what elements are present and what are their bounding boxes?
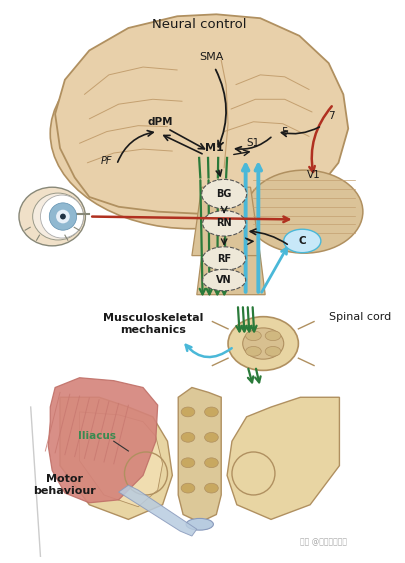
Ellipse shape — [245, 331, 261, 341]
Ellipse shape — [201, 180, 246, 209]
Ellipse shape — [202, 211, 245, 236]
Text: VN: VN — [216, 275, 231, 285]
Ellipse shape — [204, 407, 218, 417]
PathPatch shape — [55, 14, 347, 213]
Text: S1: S1 — [246, 138, 260, 148]
Ellipse shape — [181, 407, 194, 417]
Text: BG: BG — [216, 189, 231, 199]
Polygon shape — [60, 397, 172, 520]
Circle shape — [56, 209, 70, 224]
Circle shape — [49, 203, 77, 230]
Text: RF: RF — [217, 253, 230, 263]
Text: PF: PF — [101, 156, 112, 166]
Text: Musculoskeletal
mechanics: Musculoskeletal mechanics — [102, 313, 202, 335]
Text: C: C — [298, 236, 305, 246]
Text: Neural control: Neural control — [152, 17, 246, 30]
Ellipse shape — [204, 432, 218, 442]
Text: dPM: dPM — [147, 117, 173, 127]
Text: Iliacus: Iliacus — [78, 431, 116, 441]
Ellipse shape — [204, 458, 218, 468]
Polygon shape — [79, 412, 162, 507]
Polygon shape — [226, 397, 339, 520]
Ellipse shape — [50, 38, 333, 229]
Text: 知乎 @物理治疗科普: 知乎 @物理治疗科普 — [300, 537, 346, 546]
Text: Motor
behaviour: Motor behaviour — [34, 475, 96, 496]
Ellipse shape — [202, 247, 245, 270]
Text: 7: 7 — [328, 111, 334, 121]
Polygon shape — [178, 387, 221, 522]
Circle shape — [40, 195, 83, 238]
Ellipse shape — [283, 229, 320, 253]
Ellipse shape — [181, 432, 194, 442]
Ellipse shape — [245, 170, 362, 253]
Ellipse shape — [181, 483, 194, 493]
Ellipse shape — [32, 193, 83, 240]
Text: V1: V1 — [307, 169, 320, 180]
Text: SMA: SMA — [199, 52, 223, 62]
Ellipse shape — [242, 328, 283, 359]
Ellipse shape — [181, 458, 194, 468]
Ellipse shape — [19, 187, 85, 246]
Ellipse shape — [228, 316, 298, 370]
Ellipse shape — [245, 346, 261, 356]
Text: 5: 5 — [281, 127, 287, 137]
Polygon shape — [48, 378, 157, 503]
Text: Spinal cord: Spinal cord — [328, 312, 390, 322]
Polygon shape — [196, 256, 264, 294]
Circle shape — [60, 213, 66, 220]
Text: M1: M1 — [205, 143, 223, 153]
Text: RN: RN — [216, 218, 231, 229]
Polygon shape — [118, 485, 196, 536]
Ellipse shape — [264, 331, 280, 341]
Polygon shape — [192, 187, 260, 256]
Ellipse shape — [264, 346, 280, 356]
Ellipse shape — [185, 519, 213, 530]
Ellipse shape — [202, 269, 245, 291]
Ellipse shape — [204, 483, 218, 493]
